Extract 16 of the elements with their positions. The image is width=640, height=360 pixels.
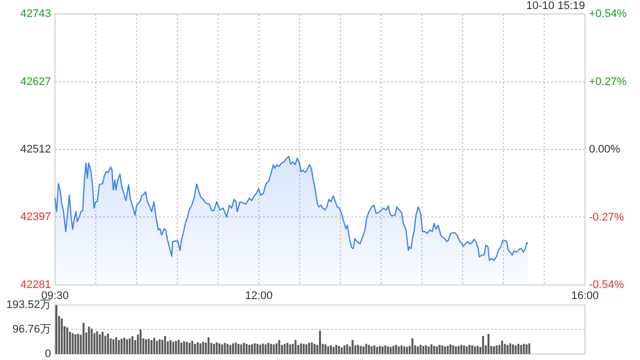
y2-tick-label: +0.54% (589, 8, 627, 20)
y2-tick-label: +0.27% (589, 76, 627, 88)
y-tick-label: 42397 (20, 210, 51, 223)
y-tick-label: 42743 (20, 8, 51, 20)
y2-tick-label: -0.54% (589, 279, 624, 291)
y2-tick-label: 0.00% (589, 144, 620, 156)
chart-subtitle: 10-10 15:19 (526, 0, 585, 12)
x-tick-label: 12:00 (245, 290, 273, 302)
y2-tick-label: -0.27% (589, 211, 624, 224)
y-tick-label: 193.52万 (6, 299, 51, 311)
y-tick-label: 0 (44, 348, 51, 360)
y-tick-label: 42281 (20, 279, 51, 291)
x-tick-label: 16:00 (571, 290, 599, 302)
y-tick-label: 42512 (20, 144, 51, 156)
y-tick-label: 42627 (20, 76, 51, 88)
y-tick-label: 96.76万 (12, 324, 51, 336)
